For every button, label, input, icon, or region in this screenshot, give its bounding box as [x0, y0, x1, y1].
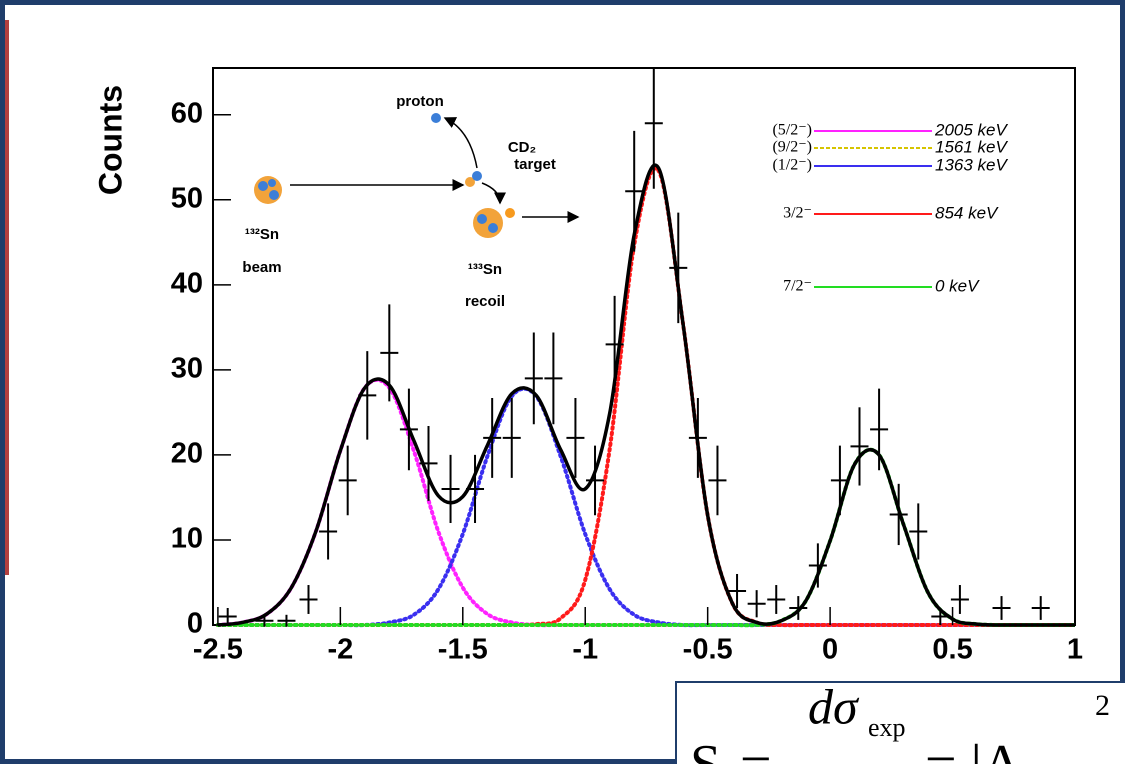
x-tick-label: 0 — [822, 634, 838, 666]
formula-numerator: dσ — [808, 678, 860, 734]
nucleon — [477, 214, 487, 224]
arrow — [443, 117, 478, 169]
y-tick-label: 40 — [171, 268, 203, 300]
y-tick-label: 20 — [171, 438, 203, 470]
legend-label: 0 keV — [935, 276, 980, 295]
deuteron — [465, 177, 475, 187]
x-tick-label: -1.5 — [438, 634, 488, 666]
y-axis-label: Counts — [92, 85, 128, 195]
legend-label: 2005 keV — [934, 120, 1008, 139]
inset-label: CD₂ — [508, 139, 536, 156]
x-tick-label: -0.5 — [683, 634, 733, 666]
x-tick-label: 1 — [1067, 634, 1083, 666]
inset-label: beam — [242, 259, 281, 276]
y-tick-label: 50 — [171, 182, 203, 214]
deuteron — [472, 171, 482, 181]
formula-superscript: 2 — [1095, 689, 1110, 722]
arrow — [481, 182, 506, 205]
formula-subscript: exp — [868, 713, 906, 742]
legend-label: 854 keV — [935, 203, 999, 222]
plot-frame — [212, 67, 1076, 626]
x-tick-label: 0.5 — [932, 634, 972, 666]
plot-area — [215, 68, 1075, 628]
x-tick-label: -2.5 — [193, 634, 243, 666]
inset: proton CD₂ target ¹³²Sn beam ¹³³Sn recoi… — [242, 93, 580, 310]
inset-label: ¹³²Sn — [245, 226, 279, 243]
nucleon — [269, 190, 279, 200]
x-tick-label: -2 — [327, 634, 353, 666]
y-tick-label: 0 — [187, 608, 203, 640]
legend-label: 1363 keV — [935, 155, 1008, 174]
nucleus — [254, 176, 282, 204]
inset-label: ¹³³Sn — [468, 261, 502, 278]
nucleus — [473, 208, 503, 238]
nucleon — [488, 223, 498, 233]
inset-label: target — [514, 156, 556, 173]
y-tick-label: 10 — [171, 523, 203, 555]
legend-state: 7/2⁻ — [783, 278, 812, 295]
legend-state: (1/2⁻) — [772, 157, 812, 174]
legend-state: (5/2⁻) — [772, 122, 812, 139]
formula-lhs: S — [690, 734, 721, 764]
y-tick-label: 60 — [171, 97, 203, 129]
proton — [431, 113, 441, 123]
formula-rhs: = |A — [925, 734, 1023, 764]
formula-box — [675, 681, 1125, 764]
legend-state: (9/2⁻) — [772, 139, 812, 156]
x-tick-label: -1 — [572, 634, 598, 666]
nucleon — [258, 181, 268, 191]
formula-eq: = — [740, 734, 772, 764]
y-tick-label: 30 — [171, 353, 203, 385]
legend-state: 3/2⁻ — [783, 205, 812, 222]
legend-label: 1561 keV — [935, 137, 1008, 156]
inset-label: recoil — [465, 293, 505, 310]
inset-label: proton — [396, 93, 443, 110]
nucleon — [505, 208, 515, 218]
nucleon — [268, 179, 276, 187]
